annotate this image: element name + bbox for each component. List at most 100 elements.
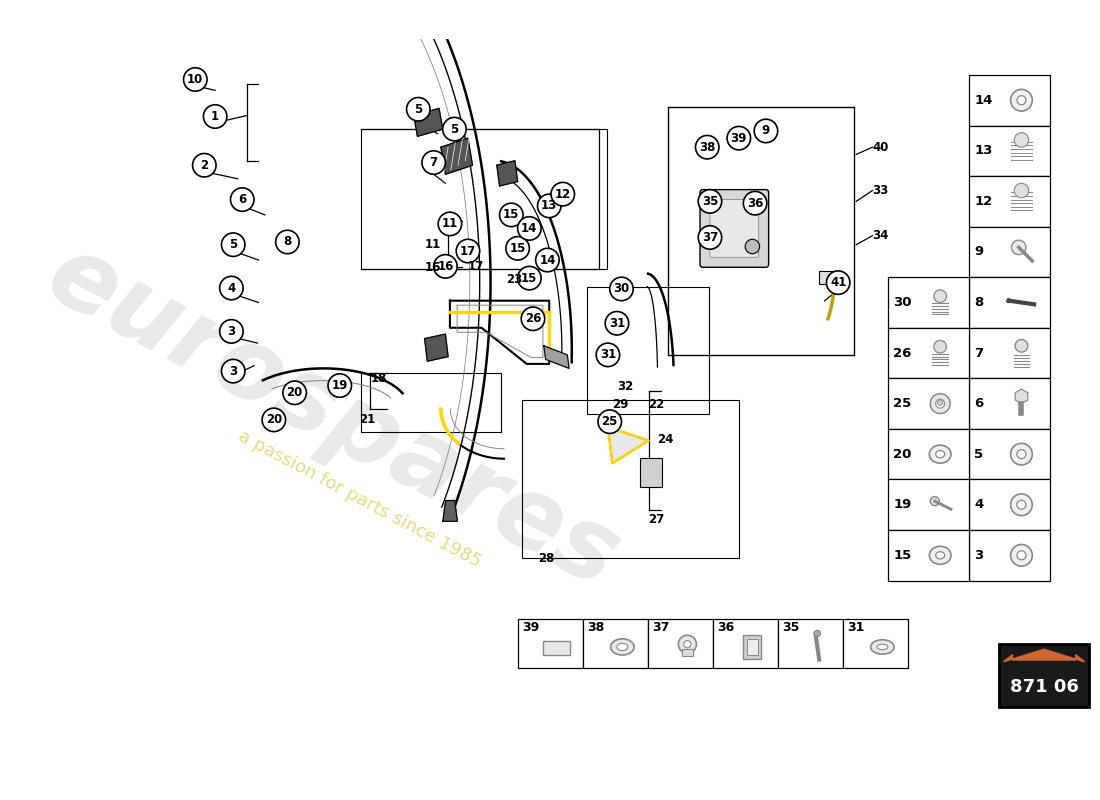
Circle shape xyxy=(744,191,767,215)
Circle shape xyxy=(536,248,559,272)
Text: 871 06: 871 06 xyxy=(1010,678,1078,696)
Circle shape xyxy=(684,641,691,648)
Text: 25: 25 xyxy=(602,415,618,428)
Text: 18: 18 xyxy=(371,372,387,385)
Text: 14: 14 xyxy=(521,222,538,235)
Text: 40: 40 xyxy=(872,141,889,154)
Circle shape xyxy=(276,230,299,254)
Circle shape xyxy=(262,408,286,432)
Text: 11: 11 xyxy=(425,238,441,251)
Text: 17: 17 xyxy=(468,260,484,273)
Circle shape xyxy=(221,233,245,257)
Text: 7: 7 xyxy=(975,346,983,359)
Circle shape xyxy=(596,343,619,366)
Circle shape xyxy=(499,203,522,226)
Text: 9: 9 xyxy=(762,125,770,138)
Text: 38: 38 xyxy=(698,141,715,154)
FancyBboxPatch shape xyxy=(747,639,758,654)
Text: 19: 19 xyxy=(893,498,912,511)
FancyBboxPatch shape xyxy=(969,126,1050,176)
Text: 39: 39 xyxy=(522,621,539,634)
Text: 11: 11 xyxy=(442,218,458,230)
Text: 6: 6 xyxy=(975,397,983,410)
Ellipse shape xyxy=(871,640,894,654)
Circle shape xyxy=(184,68,207,91)
FancyBboxPatch shape xyxy=(888,328,969,378)
FancyBboxPatch shape xyxy=(682,650,693,655)
Text: 22: 22 xyxy=(649,398,664,411)
Circle shape xyxy=(538,194,561,218)
Circle shape xyxy=(456,239,480,262)
Polygon shape xyxy=(608,427,649,463)
Circle shape xyxy=(551,182,574,206)
Text: 12: 12 xyxy=(554,188,571,201)
Text: 31: 31 xyxy=(847,621,865,634)
FancyBboxPatch shape xyxy=(969,226,1050,278)
Text: 23: 23 xyxy=(506,273,522,286)
Circle shape xyxy=(931,497,939,506)
Text: 31: 31 xyxy=(600,348,616,362)
Circle shape xyxy=(433,254,458,278)
Text: 26: 26 xyxy=(525,312,541,326)
FancyBboxPatch shape xyxy=(543,641,570,655)
Text: 29: 29 xyxy=(613,398,629,411)
Polygon shape xyxy=(1003,650,1085,662)
Text: 6: 6 xyxy=(238,193,246,206)
Circle shape xyxy=(934,341,946,353)
Text: eurospares: eurospares xyxy=(31,226,635,610)
Circle shape xyxy=(1015,339,1027,352)
FancyBboxPatch shape xyxy=(969,278,1050,328)
Text: 27: 27 xyxy=(649,513,664,526)
Text: 26: 26 xyxy=(893,346,912,359)
Text: 5: 5 xyxy=(450,122,459,136)
Ellipse shape xyxy=(617,643,628,650)
FancyBboxPatch shape xyxy=(710,199,759,258)
Circle shape xyxy=(220,320,243,343)
Text: 14: 14 xyxy=(975,94,993,106)
Circle shape xyxy=(679,635,696,654)
FancyBboxPatch shape xyxy=(888,429,969,479)
Text: 19: 19 xyxy=(331,379,348,392)
Circle shape xyxy=(745,239,760,254)
Circle shape xyxy=(934,290,946,302)
Text: 5: 5 xyxy=(975,448,983,461)
Polygon shape xyxy=(1015,389,1027,404)
FancyBboxPatch shape xyxy=(843,618,908,668)
Circle shape xyxy=(1006,299,1011,302)
FancyBboxPatch shape xyxy=(888,530,969,581)
FancyBboxPatch shape xyxy=(969,378,1050,429)
Circle shape xyxy=(506,237,529,260)
Circle shape xyxy=(605,311,629,335)
Circle shape xyxy=(937,400,943,406)
Text: 8: 8 xyxy=(284,235,292,249)
Text: 4: 4 xyxy=(228,282,235,294)
Text: 36: 36 xyxy=(747,197,763,210)
Text: a passion for parts since 1985: a passion for parts since 1985 xyxy=(235,427,484,571)
Text: 5: 5 xyxy=(229,238,238,251)
FancyBboxPatch shape xyxy=(648,618,713,668)
Text: 30: 30 xyxy=(893,296,912,309)
Text: 39: 39 xyxy=(730,132,747,145)
Polygon shape xyxy=(414,108,442,136)
Ellipse shape xyxy=(936,552,945,559)
Circle shape xyxy=(231,188,254,211)
Text: 36: 36 xyxy=(717,621,735,634)
Text: 37: 37 xyxy=(702,231,718,244)
Text: 9: 9 xyxy=(975,246,983,258)
FancyBboxPatch shape xyxy=(999,644,1089,707)
Text: 1: 1 xyxy=(211,110,219,123)
Circle shape xyxy=(1016,500,1026,510)
Circle shape xyxy=(1014,183,1028,198)
Text: 3: 3 xyxy=(229,365,238,378)
FancyBboxPatch shape xyxy=(778,618,843,668)
Circle shape xyxy=(192,154,216,177)
FancyBboxPatch shape xyxy=(969,75,1050,126)
Text: 17: 17 xyxy=(460,245,476,258)
FancyBboxPatch shape xyxy=(888,378,969,429)
Circle shape xyxy=(1016,450,1026,458)
Text: 32: 32 xyxy=(617,380,634,393)
Circle shape xyxy=(609,278,634,301)
FancyBboxPatch shape xyxy=(969,530,1050,581)
FancyBboxPatch shape xyxy=(888,479,969,530)
Circle shape xyxy=(204,105,227,128)
